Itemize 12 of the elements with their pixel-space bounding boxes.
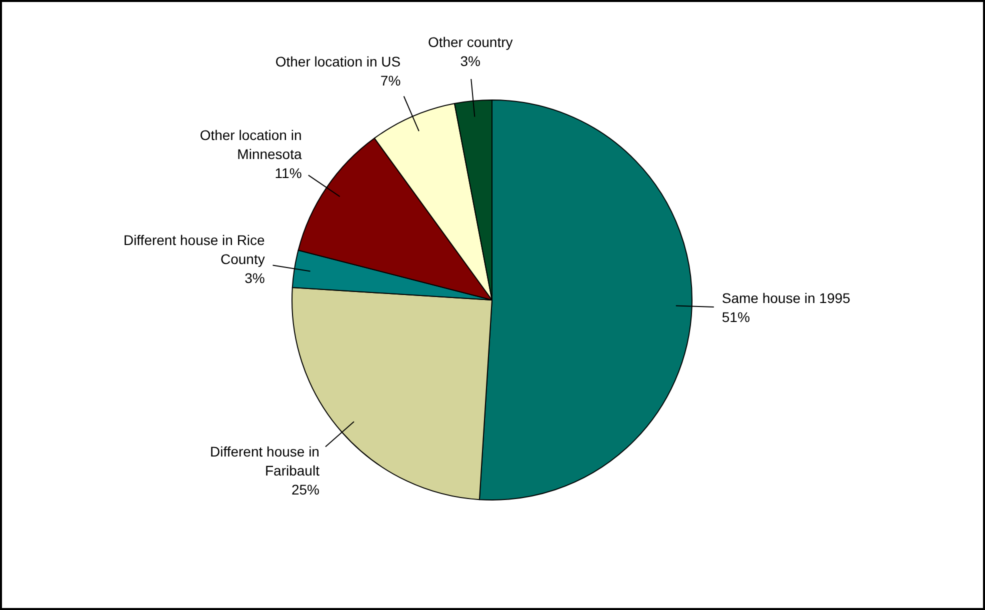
slice-label: Different house in Rice County [123,232,266,268]
slice-label: Other location in US [275,53,401,70]
slice-label: Same house in 1995 [722,290,851,306]
data-label: 3% [460,53,480,70]
data-label: 7% [380,72,401,88]
data-label: 11% [274,165,302,182]
slice-label: Different house in Faribault [210,443,320,478]
slice-label: Other country [428,34,513,50]
data-label: 51% [722,308,750,325]
data-label: 3% [244,270,265,286]
slice-label: Other location in Minnesota [200,127,302,162]
data-label: 25% [291,481,320,498]
